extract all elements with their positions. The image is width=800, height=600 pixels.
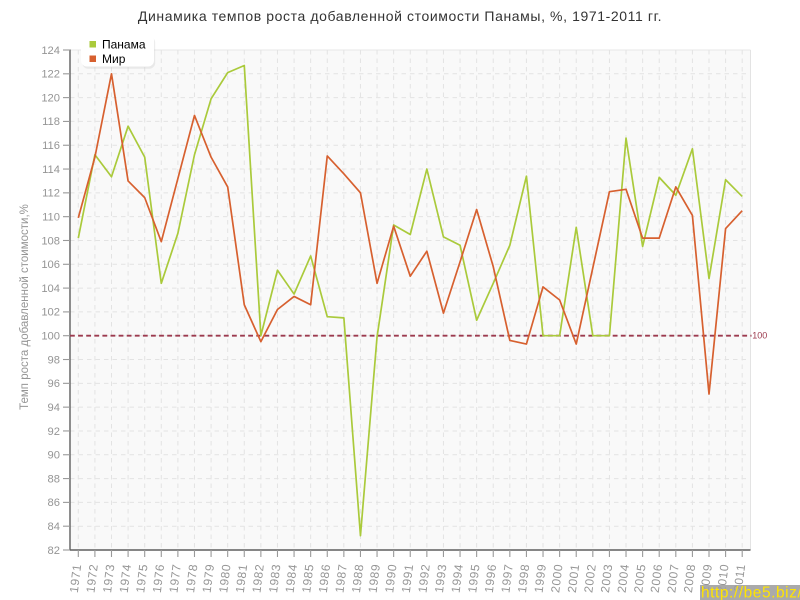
svg-text:88: 88 <box>48 473 60 485</box>
svg-text:Мир: Мир <box>102 52 126 66</box>
svg-text:86: 86 <box>48 497 60 509</box>
svg-text:Панама: Панама <box>102 38 146 52</box>
svg-text:1975: 1975 <box>133 563 150 593</box>
svg-text:1974: 1974 <box>117 563 134 593</box>
svg-text:2007: 2007 <box>664 563 681 593</box>
svg-text:120: 120 <box>41 92 60 104</box>
svg-text:1981: 1981 <box>233 563 250 593</box>
svg-text:1977: 1977 <box>166 563 183 593</box>
svg-text:1983: 1983 <box>266 563 283 593</box>
svg-text:118: 118 <box>42 116 60 128</box>
svg-text:114: 114 <box>42 164 60 176</box>
svg-text:1976: 1976 <box>150 563 167 593</box>
svg-text:1999: 1999 <box>532 563 549 593</box>
svg-text:2003: 2003 <box>598 563 615 593</box>
svg-text:1984: 1984 <box>283 563 300 593</box>
svg-text:2008: 2008 <box>681 563 698 593</box>
svg-text:90: 90 <box>48 450 60 462</box>
svg-text:2004: 2004 <box>615 563 632 593</box>
svg-text:1971: 1971 <box>67 563 84 593</box>
svg-text:1982: 1982 <box>249 563 266 593</box>
svg-text:1994: 1994 <box>449 563 466 593</box>
svg-text:1979: 1979 <box>200 563 217 593</box>
svg-text:1995: 1995 <box>465 563 482 593</box>
svg-text:98: 98 <box>48 354 60 366</box>
svg-text:1987: 1987 <box>332 563 349 593</box>
svg-text:Темп роста добавленной стоимос: Темп роста добавленной стоимости,% <box>19 204 31 410</box>
svg-text:1996: 1996 <box>482 563 499 593</box>
svg-text:1978: 1978 <box>183 563 200 593</box>
svg-text:2001: 2001 <box>565 563 582 593</box>
svg-text:112: 112 <box>42 188 60 200</box>
svg-text:96: 96 <box>48 378 60 390</box>
svg-text:84: 84 <box>48 521 60 533</box>
svg-text:104: 104 <box>41 283 60 295</box>
svg-text:100: 100 <box>752 331 767 341</box>
svg-text:2005: 2005 <box>631 563 648 593</box>
svg-text:108: 108 <box>41 235 60 247</box>
svg-text:100: 100 <box>41 331 60 343</box>
svg-text:1973: 1973 <box>100 563 117 593</box>
svg-text:122: 122 <box>41 69 60 81</box>
svg-text:110: 110 <box>42 211 60 223</box>
svg-text:116: 116 <box>42 140 60 152</box>
svg-text:2006: 2006 <box>648 563 665 593</box>
svg-text:102: 102 <box>41 307 60 319</box>
svg-text:1986: 1986 <box>316 563 333 593</box>
svg-text:1985: 1985 <box>299 563 316 593</box>
svg-text:1991: 1991 <box>399 563 416 593</box>
svg-text:2000: 2000 <box>548 563 565 593</box>
svg-text:1988: 1988 <box>349 563 366 593</box>
svg-text:1997: 1997 <box>498 563 515 593</box>
svg-text:124: 124 <box>41 45 60 57</box>
svg-text:92: 92 <box>48 426 60 438</box>
svg-text:1989: 1989 <box>366 563 383 593</box>
svg-text:http://be5.biz/: http://be5.biz/ <box>701 585 800 600</box>
svg-text:82: 82 <box>48 545 60 557</box>
svg-text:106: 106 <box>41 259 60 271</box>
svg-text:1990: 1990 <box>382 563 399 593</box>
svg-text:1980: 1980 <box>216 563 233 593</box>
svg-text:Динамика темпов роста добавлен: Динамика темпов роста добавленной стоимо… <box>138 8 662 24</box>
svg-text:1972: 1972 <box>83 563 100 593</box>
svg-text:1993: 1993 <box>432 563 449 593</box>
svg-text:1992: 1992 <box>415 563 432 593</box>
svg-text:1998: 1998 <box>515 563 532 593</box>
svg-text:2002: 2002 <box>581 563 598 593</box>
svg-text:94: 94 <box>48 402 60 414</box>
